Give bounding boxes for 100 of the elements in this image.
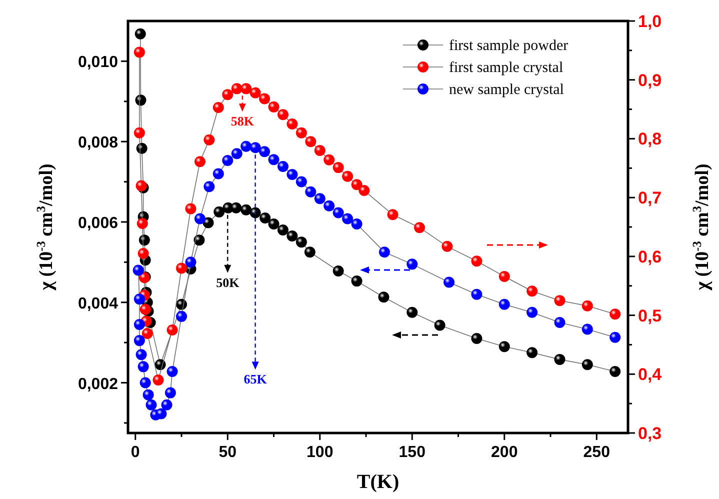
x-tick-label: 250 <box>583 444 610 461</box>
point <box>154 359 166 370</box>
point <box>406 306 418 318</box>
point <box>240 83 252 94</box>
point <box>230 202 242 214</box>
point <box>406 258 418 270</box>
point <box>332 266 344 277</box>
point <box>286 118 298 130</box>
point <box>204 134 215 146</box>
point <box>164 387 176 398</box>
y2-tick-label: 0,4 <box>638 365 662 384</box>
x-tick-label: 0 <box>130 444 140 461</box>
point <box>582 300 593 312</box>
point <box>134 335 145 346</box>
y2-tick-label: 0,6 <box>638 247 662 266</box>
point <box>138 248 149 259</box>
point <box>268 154 280 166</box>
legend-label: new sample crystal <box>449 82 564 98</box>
point <box>194 234 205 246</box>
ref-line-label: 65K <box>244 372 268 387</box>
point <box>136 218 148 229</box>
point <box>212 168 224 180</box>
point <box>526 286 538 297</box>
point <box>250 207 261 218</box>
point <box>136 142 148 154</box>
point <box>286 169 298 180</box>
point <box>277 161 288 172</box>
point <box>387 209 398 220</box>
point <box>296 176 307 188</box>
x-axis-title: T(K) <box>356 471 400 493</box>
point <box>204 181 215 192</box>
point <box>146 399 157 410</box>
point <box>134 46 145 58</box>
point <box>582 359 593 370</box>
point <box>231 148 242 160</box>
point <box>471 256 482 267</box>
point <box>296 127 307 138</box>
point <box>305 186 316 198</box>
point <box>324 154 335 166</box>
y2-tick-label: 0,7 <box>638 188 662 208</box>
point <box>332 207 344 218</box>
point <box>140 304 151 315</box>
point <box>526 306 538 318</box>
point <box>471 288 482 300</box>
point <box>498 270 510 282</box>
point <box>142 389 154 400</box>
point <box>132 264 144 276</box>
point <box>304 246 316 258</box>
point <box>554 295 566 306</box>
point <box>152 374 164 386</box>
point <box>471 333 482 344</box>
point <box>194 156 206 168</box>
point <box>434 320 446 331</box>
y-tick-label: 0,008 <box>78 134 118 152</box>
point <box>324 200 335 212</box>
point <box>268 218 280 230</box>
y-tick-label: 0,010 <box>78 54 118 72</box>
point <box>231 83 242 94</box>
point <box>314 193 326 204</box>
y-tick-label: 0,006 <box>78 214 118 232</box>
point <box>610 308 621 320</box>
y2-tick-label: 0,9 <box>638 70 662 90</box>
point <box>185 203 196 214</box>
point <box>176 262 188 274</box>
point <box>134 294 145 305</box>
y2-tick-label: 0,5 <box>638 306 662 326</box>
point <box>140 377 151 388</box>
point <box>202 217 214 228</box>
point <box>250 87 261 98</box>
point <box>134 127 145 138</box>
point <box>442 240 453 252</box>
y2-tick-label: 0,3 <box>638 424 662 443</box>
legend-label: first sample powder <box>449 38 568 54</box>
point <box>314 144 326 156</box>
point <box>358 185 370 196</box>
point <box>305 136 316 148</box>
point <box>554 316 566 328</box>
point <box>250 142 261 154</box>
point <box>610 366 621 377</box>
point <box>582 324 593 335</box>
point <box>194 213 206 224</box>
point <box>260 212 271 224</box>
point <box>414 222 426 234</box>
point <box>342 170 354 182</box>
point <box>378 292 390 303</box>
point <box>378 246 390 258</box>
point <box>138 361 149 372</box>
point <box>332 162 344 174</box>
point <box>212 102 224 114</box>
point <box>444 276 455 288</box>
point <box>166 366 178 377</box>
y-tick-label: 0,004 <box>78 295 118 312</box>
point <box>554 354 566 365</box>
point <box>161 399 172 410</box>
x-tick-label: 200 <box>491 444 518 461</box>
point <box>268 101 280 112</box>
point <box>156 408 167 420</box>
point <box>498 298 510 310</box>
point <box>351 218 362 230</box>
point <box>134 28 146 40</box>
